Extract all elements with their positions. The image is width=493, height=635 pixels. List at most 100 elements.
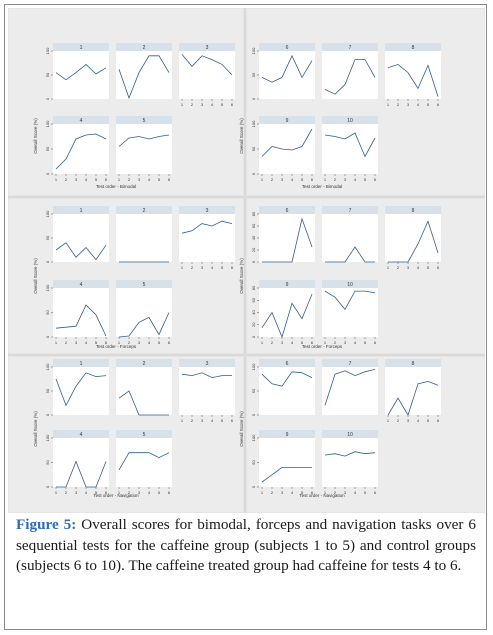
x-tick-label: 2 xyxy=(271,177,274,182)
x-tick-label: 5 xyxy=(427,102,430,107)
facet-strip xyxy=(385,359,441,367)
series-line xyxy=(324,59,376,95)
plot-area xyxy=(259,214,315,262)
facet-label: 3 xyxy=(206,361,209,367)
y-tick-label: 0 xyxy=(45,413,50,416)
x-tick-label: 4 xyxy=(85,177,88,182)
y-tick-label: 0 xyxy=(45,172,50,175)
x-tick-label: 5 xyxy=(158,340,161,345)
series-line xyxy=(388,220,439,263)
facet-strip xyxy=(179,359,235,367)
plot-area xyxy=(385,367,441,415)
x-tick-label: 6 xyxy=(105,340,108,345)
series-line xyxy=(55,133,107,170)
x-tick-label: 2 xyxy=(397,418,400,423)
series-line xyxy=(261,371,313,387)
x-tick-label: 5 xyxy=(427,418,430,423)
x-tick-label: 4 xyxy=(417,102,420,107)
facet-strip xyxy=(53,359,109,367)
facet-strip xyxy=(322,206,378,214)
plot-area xyxy=(116,367,172,415)
facet-label: 9 xyxy=(286,432,289,438)
x-tick-label: 1 xyxy=(324,490,327,495)
figure-frame xyxy=(4,4,487,630)
x-axis-title: Test order - Forceps xyxy=(302,344,343,349)
x-tick-label: 5 xyxy=(364,177,367,182)
facet-strip xyxy=(259,280,315,288)
facet-label: 9 xyxy=(286,118,289,124)
x-tick-label: 4 xyxy=(291,490,294,495)
plot-area xyxy=(116,214,172,262)
x-tick-label: 2 xyxy=(128,177,131,182)
series-line xyxy=(261,293,313,339)
series-line xyxy=(324,290,376,311)
x-tick-label: 3 xyxy=(201,102,204,107)
facet-label: 7 xyxy=(349,361,352,367)
facet-label: 1 xyxy=(80,361,83,367)
x-tick-label: 5 xyxy=(158,177,161,182)
facet-label: 10 xyxy=(347,282,353,288)
x-tick-label: 3 xyxy=(75,340,78,345)
y-tick-label: 50 xyxy=(45,460,50,465)
x-tick-label: 5 xyxy=(158,490,161,495)
y-tick-label: 100 xyxy=(251,47,256,54)
facet-label: 1 xyxy=(80,208,83,214)
y-tick-label: 0 xyxy=(45,335,50,338)
plot-area xyxy=(259,124,315,174)
y-tick-label: 0 xyxy=(45,485,50,488)
x-tick-label: 2 xyxy=(65,177,68,182)
x-tick-label: 6 xyxy=(105,490,108,495)
x-tick-label: 5 xyxy=(427,265,430,270)
facet-label: 5 xyxy=(143,282,146,288)
plot-area xyxy=(179,214,235,262)
x-tick-label: 2 xyxy=(397,102,400,107)
y-tick-label: 100 xyxy=(45,363,50,370)
facet-strip xyxy=(259,430,315,438)
x-tick-label: 2 xyxy=(271,340,274,345)
facet-strip xyxy=(53,43,109,51)
series-line xyxy=(324,451,376,457)
figure-panels: 1 0 50 100 2 3 1 2 3 4 5 6 4 0 50 100 1 2 3 4 5 6 5 1 2 3 4 5 6 Test … xyxy=(8,8,485,513)
plot-area xyxy=(53,438,109,487)
x-tick-label: 4 xyxy=(211,418,214,423)
plot-area xyxy=(53,367,109,415)
plot-area xyxy=(53,214,109,262)
x-tick-label: 3 xyxy=(281,490,284,495)
x-tick-label: 6 xyxy=(437,265,440,270)
plot-area xyxy=(322,124,378,174)
plot-area xyxy=(259,367,315,415)
x-tick-label: 6 xyxy=(168,490,171,495)
plot-area xyxy=(179,367,235,415)
y-tick-label: 40 xyxy=(251,235,256,240)
facet-label: 6 xyxy=(286,45,289,51)
facet-label: 4 xyxy=(80,118,83,124)
plot-area xyxy=(322,438,378,487)
facet-strip xyxy=(116,206,172,214)
facet-strip xyxy=(116,116,172,124)
y-tick-label: 100 xyxy=(251,434,256,441)
facet-strip xyxy=(179,206,235,214)
plot-area xyxy=(116,51,172,99)
y-axis-title: Overall Score (%) xyxy=(239,258,244,294)
y-tick-label: 100 xyxy=(45,284,50,291)
x-tick-label: 4 xyxy=(85,490,88,495)
x-tick-label: 6 xyxy=(168,177,171,182)
facet-label: 7 xyxy=(349,45,352,51)
x-tick-label: 1 xyxy=(118,490,121,495)
facet-label: 5 xyxy=(143,432,146,438)
y-tick-label: 0 xyxy=(251,260,256,263)
series-line xyxy=(387,380,439,416)
x-tick-label: 3 xyxy=(75,490,78,495)
y-tick-label: 80 xyxy=(251,211,256,216)
facet-strip xyxy=(116,430,172,438)
y-tick-label: 0 xyxy=(251,413,256,416)
x-tick-label: 2 xyxy=(397,265,400,270)
caption-text: Overall scores for bimodal, forceps and … xyxy=(16,516,476,574)
x-tick-label: 2 xyxy=(128,340,131,345)
x-tick-label: 1 xyxy=(181,418,184,423)
series-line xyxy=(325,246,375,263)
figure-caption: Figure 5: Overall scores for bimodal, fo… xyxy=(16,515,476,577)
x-tick-label: 1 xyxy=(181,265,184,270)
x-tick-label: 3 xyxy=(138,177,141,182)
facet-strip xyxy=(179,43,235,51)
